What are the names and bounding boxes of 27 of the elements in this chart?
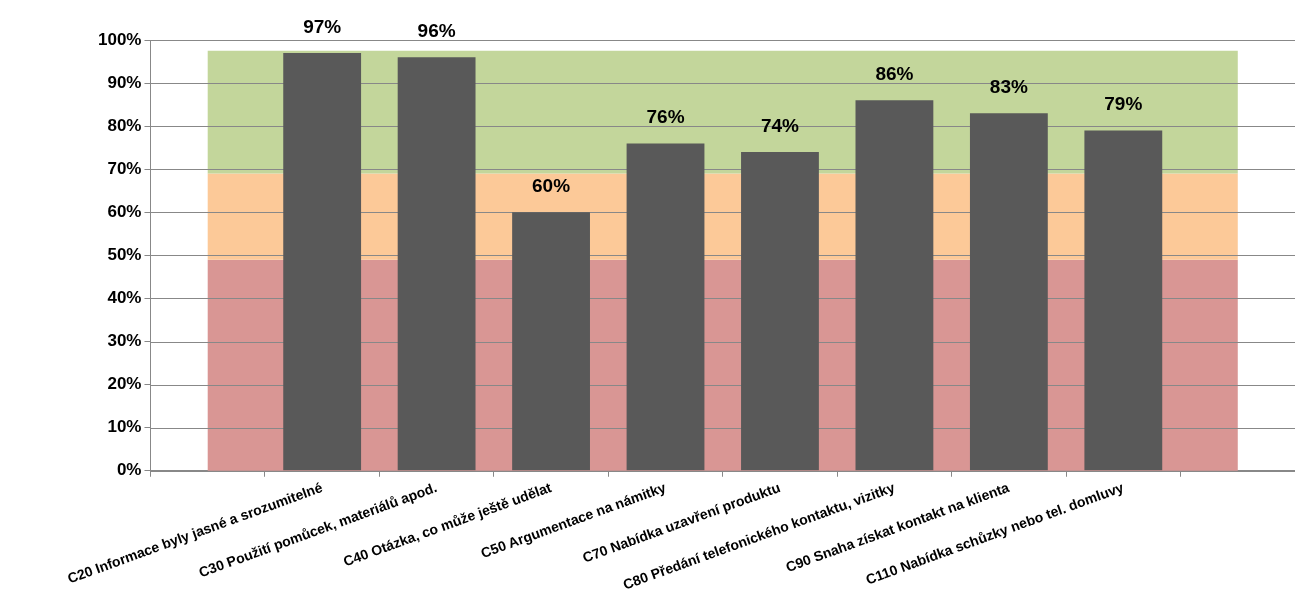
y-tick-label: 90% — [107, 72, 142, 92]
y-tick-label: 70% — [107, 158, 142, 178]
bar — [855, 100, 934, 471]
y-tick-label: 30% — [107, 331, 142, 351]
data-label: 76% — [646, 106, 685, 128]
bar — [626, 143, 705, 471]
data-label: 79% — [1104, 93, 1143, 115]
y-tick-label: 10% — [107, 417, 142, 437]
data-label: 96% — [417, 19, 456, 41]
bar — [512, 212, 590, 471]
y-tick-label: 60% — [107, 201, 142, 221]
y-tick-label: 40% — [107, 288, 142, 308]
bar — [741, 152, 819, 471]
data-label: 86% — [875, 63, 914, 85]
bar — [969, 113, 1048, 471]
y-tick-label: 20% — [107, 374, 142, 394]
data-label: 83% — [989, 75, 1028, 97]
bar — [397, 57, 476, 471]
bar — [283, 52, 362, 471]
y-tick-label: 80% — [107, 115, 142, 135]
data-label: 97% — [303, 15, 342, 37]
y-tick-label: 0% — [116, 460, 142, 480]
data-label: 74% — [760, 114, 800, 136]
y-tick-label: 100% — [98, 29, 142, 49]
bar — [1084, 130, 1163, 471]
data-label: 60% — [532, 175, 571, 197]
y-tick-label: 50% — [107, 245, 142, 265]
